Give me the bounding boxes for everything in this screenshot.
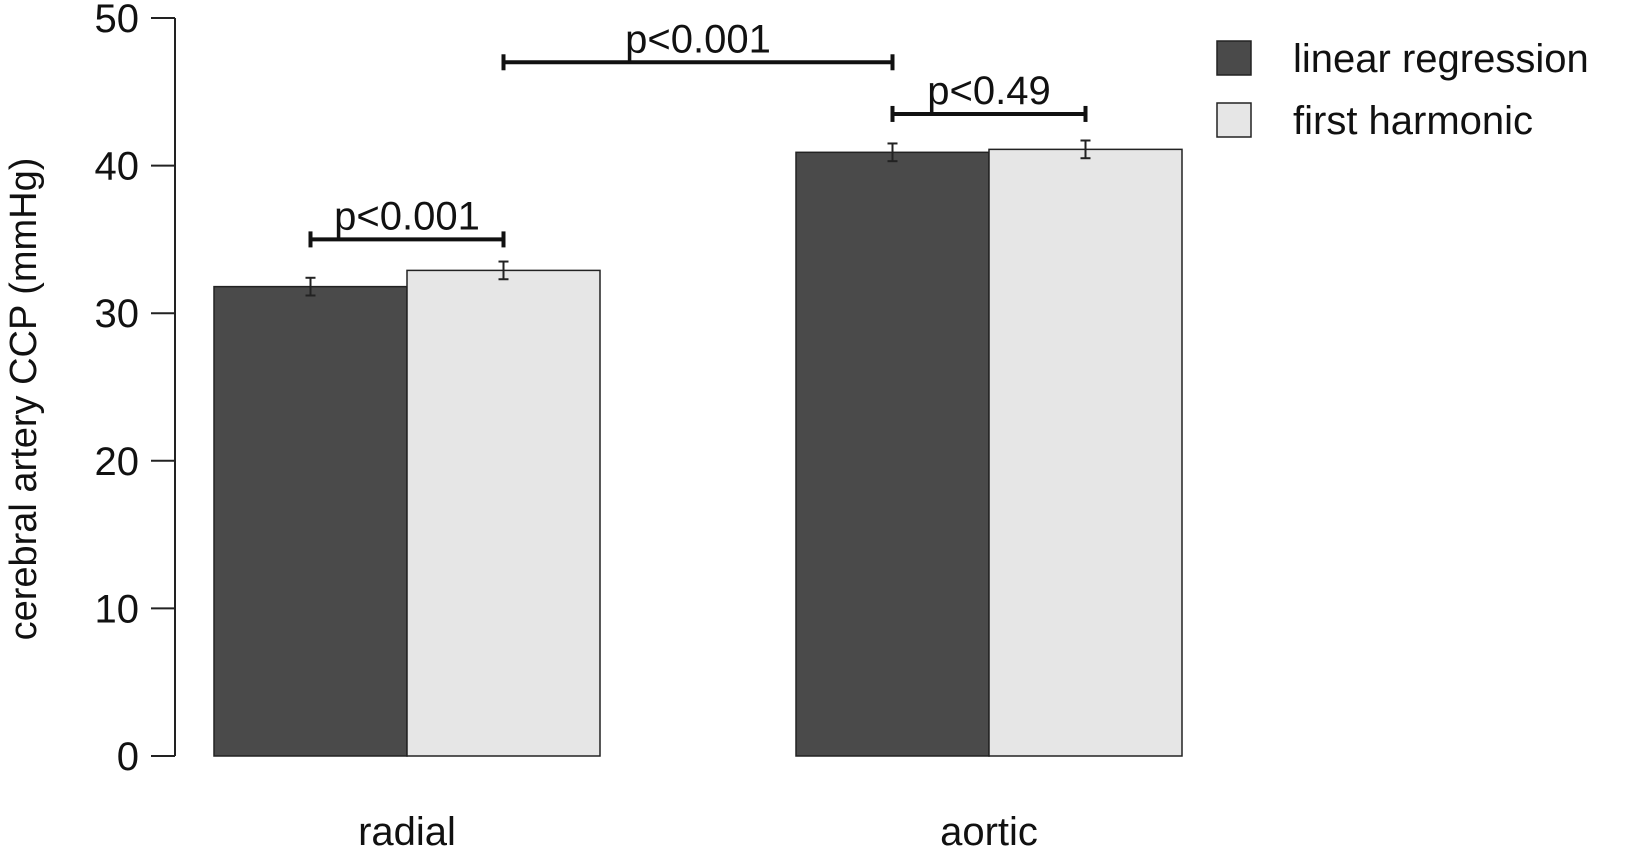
legend: linear regression first harmonic <box>1216 37 1589 143</box>
legend-swatch <box>1216 102 1252 138</box>
bar <box>213 285 408 757</box>
legend-swatch <box>1216 40 1252 76</box>
y-axis: 0 10 20 30 40 50 <box>95 0 176 779</box>
y-axis-title: cerebral artery CCP (mmHg) <box>3 158 45 641</box>
y-tick-label: 50 <box>95 0 140 41</box>
significance-annotations: p<0.001 p<0.49 p<0.001 <box>308 17 1088 248</box>
significance-label: p<0.49 <box>927 69 1050 113</box>
y-tick-label: 40 <box>95 145 140 189</box>
y-tick-label: 0 <box>117 735 139 779</box>
bar <box>795 151 990 757</box>
y-tick-label: 30 <box>95 292 140 336</box>
y-tick-label: 10 <box>95 587 140 631</box>
plot-area: radial aortic <box>213 139 1183 854</box>
legend-label: first harmonic <box>1293 99 1533 143</box>
significance-label: p<0.001 <box>625 17 771 61</box>
bar <box>406 269 601 757</box>
bar <box>988 148 1183 757</box>
x-category-label: radial <box>358 810 456 854</box>
x-category-label: aortic <box>940 810 1038 854</box>
y-tick-label: 20 <box>95 440 140 484</box>
significance-label: p<0.001 <box>334 194 480 238</box>
legend-label: linear regression <box>1293 37 1589 81</box>
